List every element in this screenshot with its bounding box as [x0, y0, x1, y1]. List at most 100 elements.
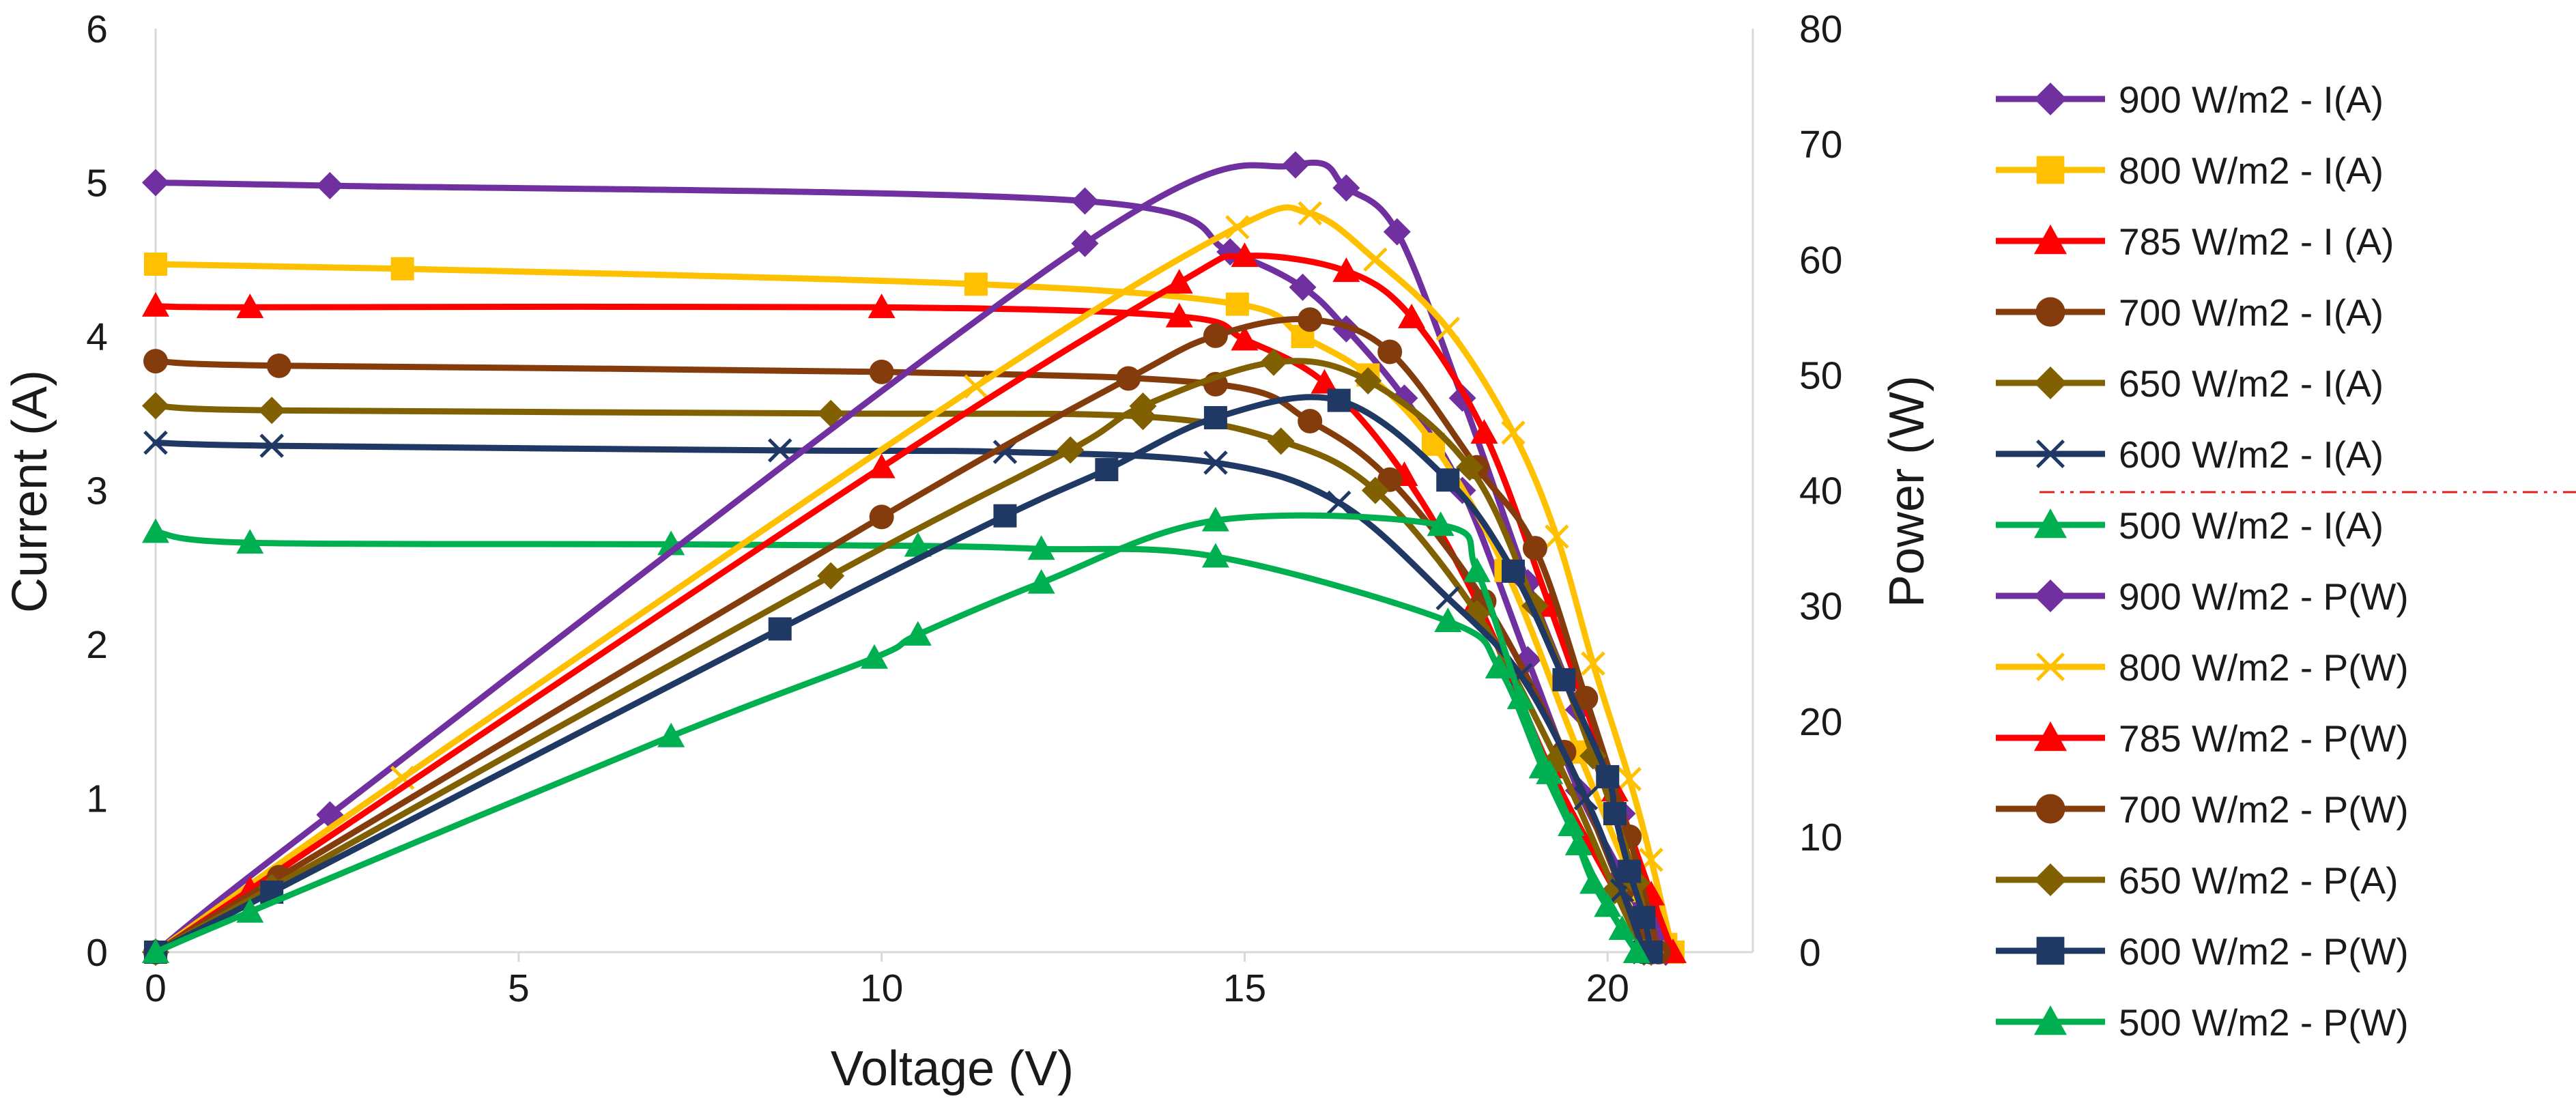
legend-marker [2034, 863, 2067, 896]
series-line [152, 440, 1647, 956]
data-point [1027, 535, 1055, 560]
legend-item: 700 W/m2 - I(A) [1996, 291, 2384, 334]
data-point [964, 374, 988, 399]
legend-marker [2034, 579, 2067, 612]
data-point [767, 438, 792, 463]
series-line [152, 358, 1655, 956]
data-point [1327, 388, 1351, 412]
data-point [1383, 218, 1411, 246]
series-0 [142, 169, 1680, 966]
legend-marker [2034, 225, 2067, 255]
y-tick-label: 1 [86, 777, 108, 821]
data-point [868, 293, 896, 319]
data-point [1470, 418, 1498, 444]
data-point [1501, 420, 1526, 445]
legend-marker [2036, 653, 2065, 681]
data-point [1436, 468, 1460, 492]
data-point [1435, 316, 1461, 341]
legend-label: 900 W/m2 - I(A) [2119, 78, 2384, 121]
data-point [236, 898, 264, 923]
legend-label: 500 W/m2 - P(W) [2119, 1001, 2409, 1044]
data-point [316, 172, 344, 200]
data-point [1298, 307, 1323, 332]
data-point [1311, 369, 1339, 394]
legend-marker-stroke [2036, 653, 2065, 681]
data-point [1632, 906, 1656, 930]
data-point [1581, 651, 1605, 676]
data-point [1071, 229, 1099, 257]
legend-label: 700 W/m2 - I(A) [2119, 291, 2384, 334]
y2-tick-label: 20 [1799, 700, 1842, 744]
data-point [1095, 458, 1119, 482]
data-point [142, 291, 169, 317]
legend-label: 800 W/m2 - I(A) [2119, 149, 2384, 192]
y2-tick-label: 60 [1799, 238, 1842, 282]
data-point [1354, 367, 1382, 395]
data-point-stroke [1203, 450, 1228, 475]
data-point [266, 353, 291, 378]
legend-label: 785 W/m2 - I (A) [2119, 220, 2394, 263]
data-point-stroke [1435, 316, 1461, 341]
data-point [1622, 939, 1650, 963]
legend-marker [2034, 83, 2067, 115]
legend-label: 600 W/m2 - I(A) [2119, 433, 2384, 476]
legend-label: 650 W/m2 - I(A) [2119, 362, 2384, 405]
series-13 [142, 506, 1650, 963]
series-7 [142, 151, 1680, 966]
legend-item: 785 W/m2 - P(W) [1996, 717, 2409, 760]
data-point-stroke [1545, 524, 1569, 549]
data-point [1260, 348, 1287, 376]
data-point [143, 430, 168, 455]
legend-item: 700 W/m2 - P(W) [1996, 788, 2409, 831]
series-line [152, 403, 1647, 956]
legend-item: 900 W/m2 - P(W) [1996, 575, 2409, 618]
x-tick-label: 0 [145, 966, 167, 1010]
y-tick-label: 6 [86, 8, 108, 51]
data-point [1596, 764, 1620, 788]
series-line [152, 394, 1655, 956]
data-point [1332, 257, 1360, 283]
data-point [904, 620, 932, 646]
data-point [657, 722, 685, 747]
data-point [1618, 859, 1642, 883]
data-point [904, 532, 932, 557]
data-point-stroke [1363, 247, 1388, 272]
legend-item: 500 W/m2 - I(A) [1996, 504, 2384, 547]
data-point [1231, 326, 1259, 351]
series-4 [142, 392, 1658, 966]
data-point [1129, 392, 1157, 420]
data-point [1573, 786, 1599, 811]
legend-marker [2036, 440, 2065, 468]
series-11 [142, 348, 1665, 966]
data-point [144, 253, 167, 276]
data-point [1057, 436, 1085, 464]
legend-marker [2034, 1005, 2067, 1035]
data-point [1398, 303, 1426, 328]
data-point [1326, 490, 1351, 515]
data-point [1027, 569, 1055, 594]
legend-item: 650 W/m2 - I(A) [1996, 362, 2384, 405]
data-point [1579, 869, 1607, 894]
data-point [236, 293, 264, 319]
data-point-stroke [1225, 215, 1250, 240]
legend-marker [2034, 721, 2067, 751]
legend-item: 600 W/m2 - I(A) [1996, 433, 2384, 476]
data-point [1203, 323, 1228, 348]
data-point [1522, 536, 1547, 561]
x-tick-label: 5 [508, 966, 530, 1010]
legend-label: 500 W/m2 - I(A) [2119, 504, 2384, 547]
x-tick-label: 15 [1223, 966, 1266, 1010]
data-point [1536, 759, 1564, 784]
data-point-stroke [1573, 786, 1599, 811]
legend-item: 500 W/m2 - P(W) [1996, 1001, 2409, 1044]
legend-label: 700 W/m2 - P(W) [2119, 788, 2409, 831]
data-point-stroke [1435, 586, 1461, 611]
data-point [142, 518, 169, 543]
data-point [1434, 607, 1462, 633]
legend-marker [2035, 794, 2065, 824]
data-point [1361, 476, 1389, 504]
y2-tick-label: 40 [1799, 470, 1842, 513]
data-point [142, 392, 169, 420]
data-point [143, 349, 168, 374]
